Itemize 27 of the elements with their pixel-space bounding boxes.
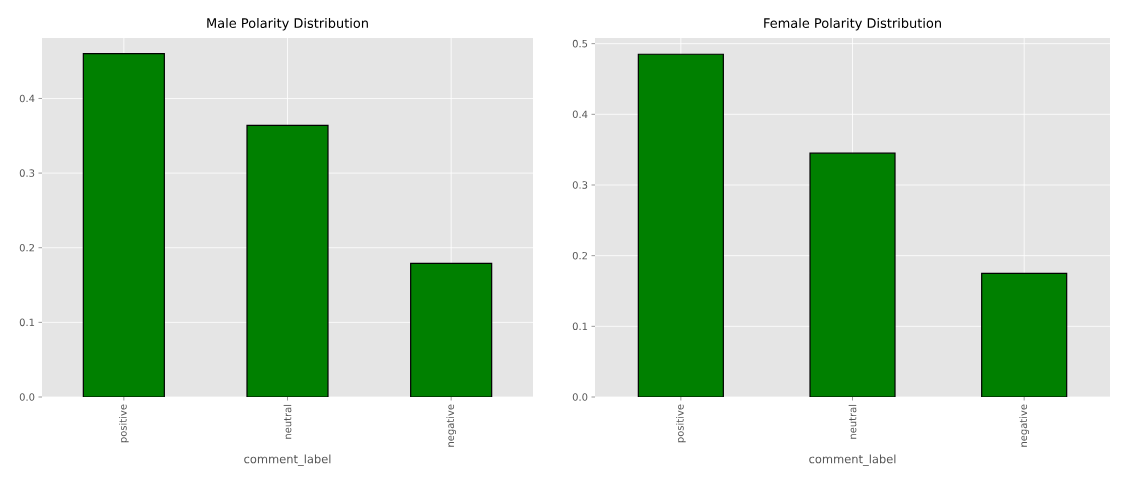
x-tick-label: negative: [446, 404, 456, 447]
y-tick-label: 0.2: [19, 243, 34, 252]
x-axis-title: comment_label: [809, 454, 896, 466]
x-tick-label: neutral: [283, 404, 292, 439]
bar: [82, 53, 165, 397]
y-tick-label: 0.2: [572, 251, 587, 260]
bar: [637, 53, 724, 397]
y-tick-label: 0.4: [572, 110, 588, 119]
bar: [410, 262, 493, 397]
y-tick-label: 0.5: [572, 39, 588, 48]
chart-title: Female Polarity Distribution: [764, 17, 941, 31]
x-axis-title: comment_label: [244, 454, 331, 466]
bar: [981, 272, 1068, 397]
x-tick-label: positive: [119, 404, 129, 443]
x-tick-label: neutral: [848, 404, 857, 439]
bar: [809, 152, 896, 397]
y-tick-label: 0.1: [19, 318, 35, 327]
y-tick-label: 0.0: [19, 393, 35, 401]
y-tick-label: 0.4: [19, 94, 35, 103]
y-tick-label: 0.1: [572, 322, 588, 331]
y-tick-label: 0.0: [572, 393, 588, 401]
y-tick-label: 0.3: [19, 169, 35, 177]
chart-title: Male Polarity Distribution: [207, 17, 368, 31]
y-tick-label: 0.3: [572, 181, 588, 189]
bar: [246, 124, 329, 397]
x-tick-label: negative: [1019, 404, 1030, 447]
x-tick-label: positive: [676, 404, 686, 443]
